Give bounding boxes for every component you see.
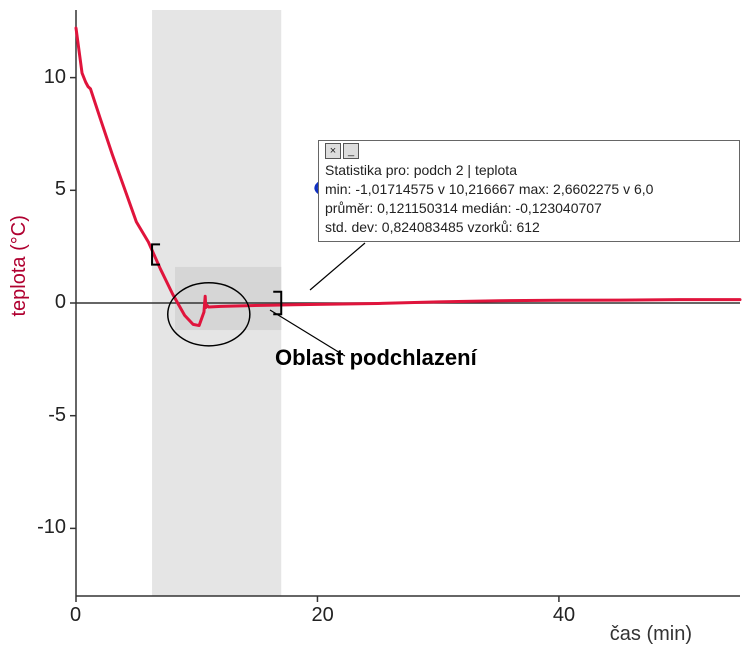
minimize-icon[interactable]: _: [343, 143, 359, 159]
y-tick-label: -10: [37, 516, 66, 539]
stats-line-minmax: min: -1,01714575 v 10,216667 max: 2,6602…: [325, 180, 733, 199]
chart-container: teplota (°C) čas (min) Oblast podchlazen…: [0, 0, 752, 656]
undercooling-region-label: Oblast podchlazení: [275, 345, 477, 371]
close-icon[interactable]: ×: [325, 143, 341, 159]
statistics-box: × _ Statistika pro: podch 2 | teplota mi…: [318, 140, 740, 242]
cooling-curve-chart: [0, 0, 752, 656]
y-tick-label: 0: [55, 291, 66, 314]
x-axis-label: čas (min): [610, 623, 692, 646]
stats-title-line: Statistika pro: podch 2 | teplota: [325, 161, 733, 180]
y-tick-label: 10: [44, 66, 66, 89]
stats-line-mean-median: průměr: 0,121150314 medián: -0,123040707: [325, 199, 733, 218]
y-axis-label: teplota (°C): [8, 215, 31, 316]
stats-box-titlebar: × _: [325, 143, 733, 159]
stats-line-std-count: std. dev: 0,824083485 vzorků: 612: [325, 218, 733, 237]
x-tick-label: 20: [311, 604, 333, 627]
y-tick-label: 5: [55, 178, 66, 201]
x-tick-label: 40: [553, 604, 575, 627]
y-tick-label: -5: [48, 404, 66, 427]
x-tick-label: 0: [70, 604, 81, 627]
